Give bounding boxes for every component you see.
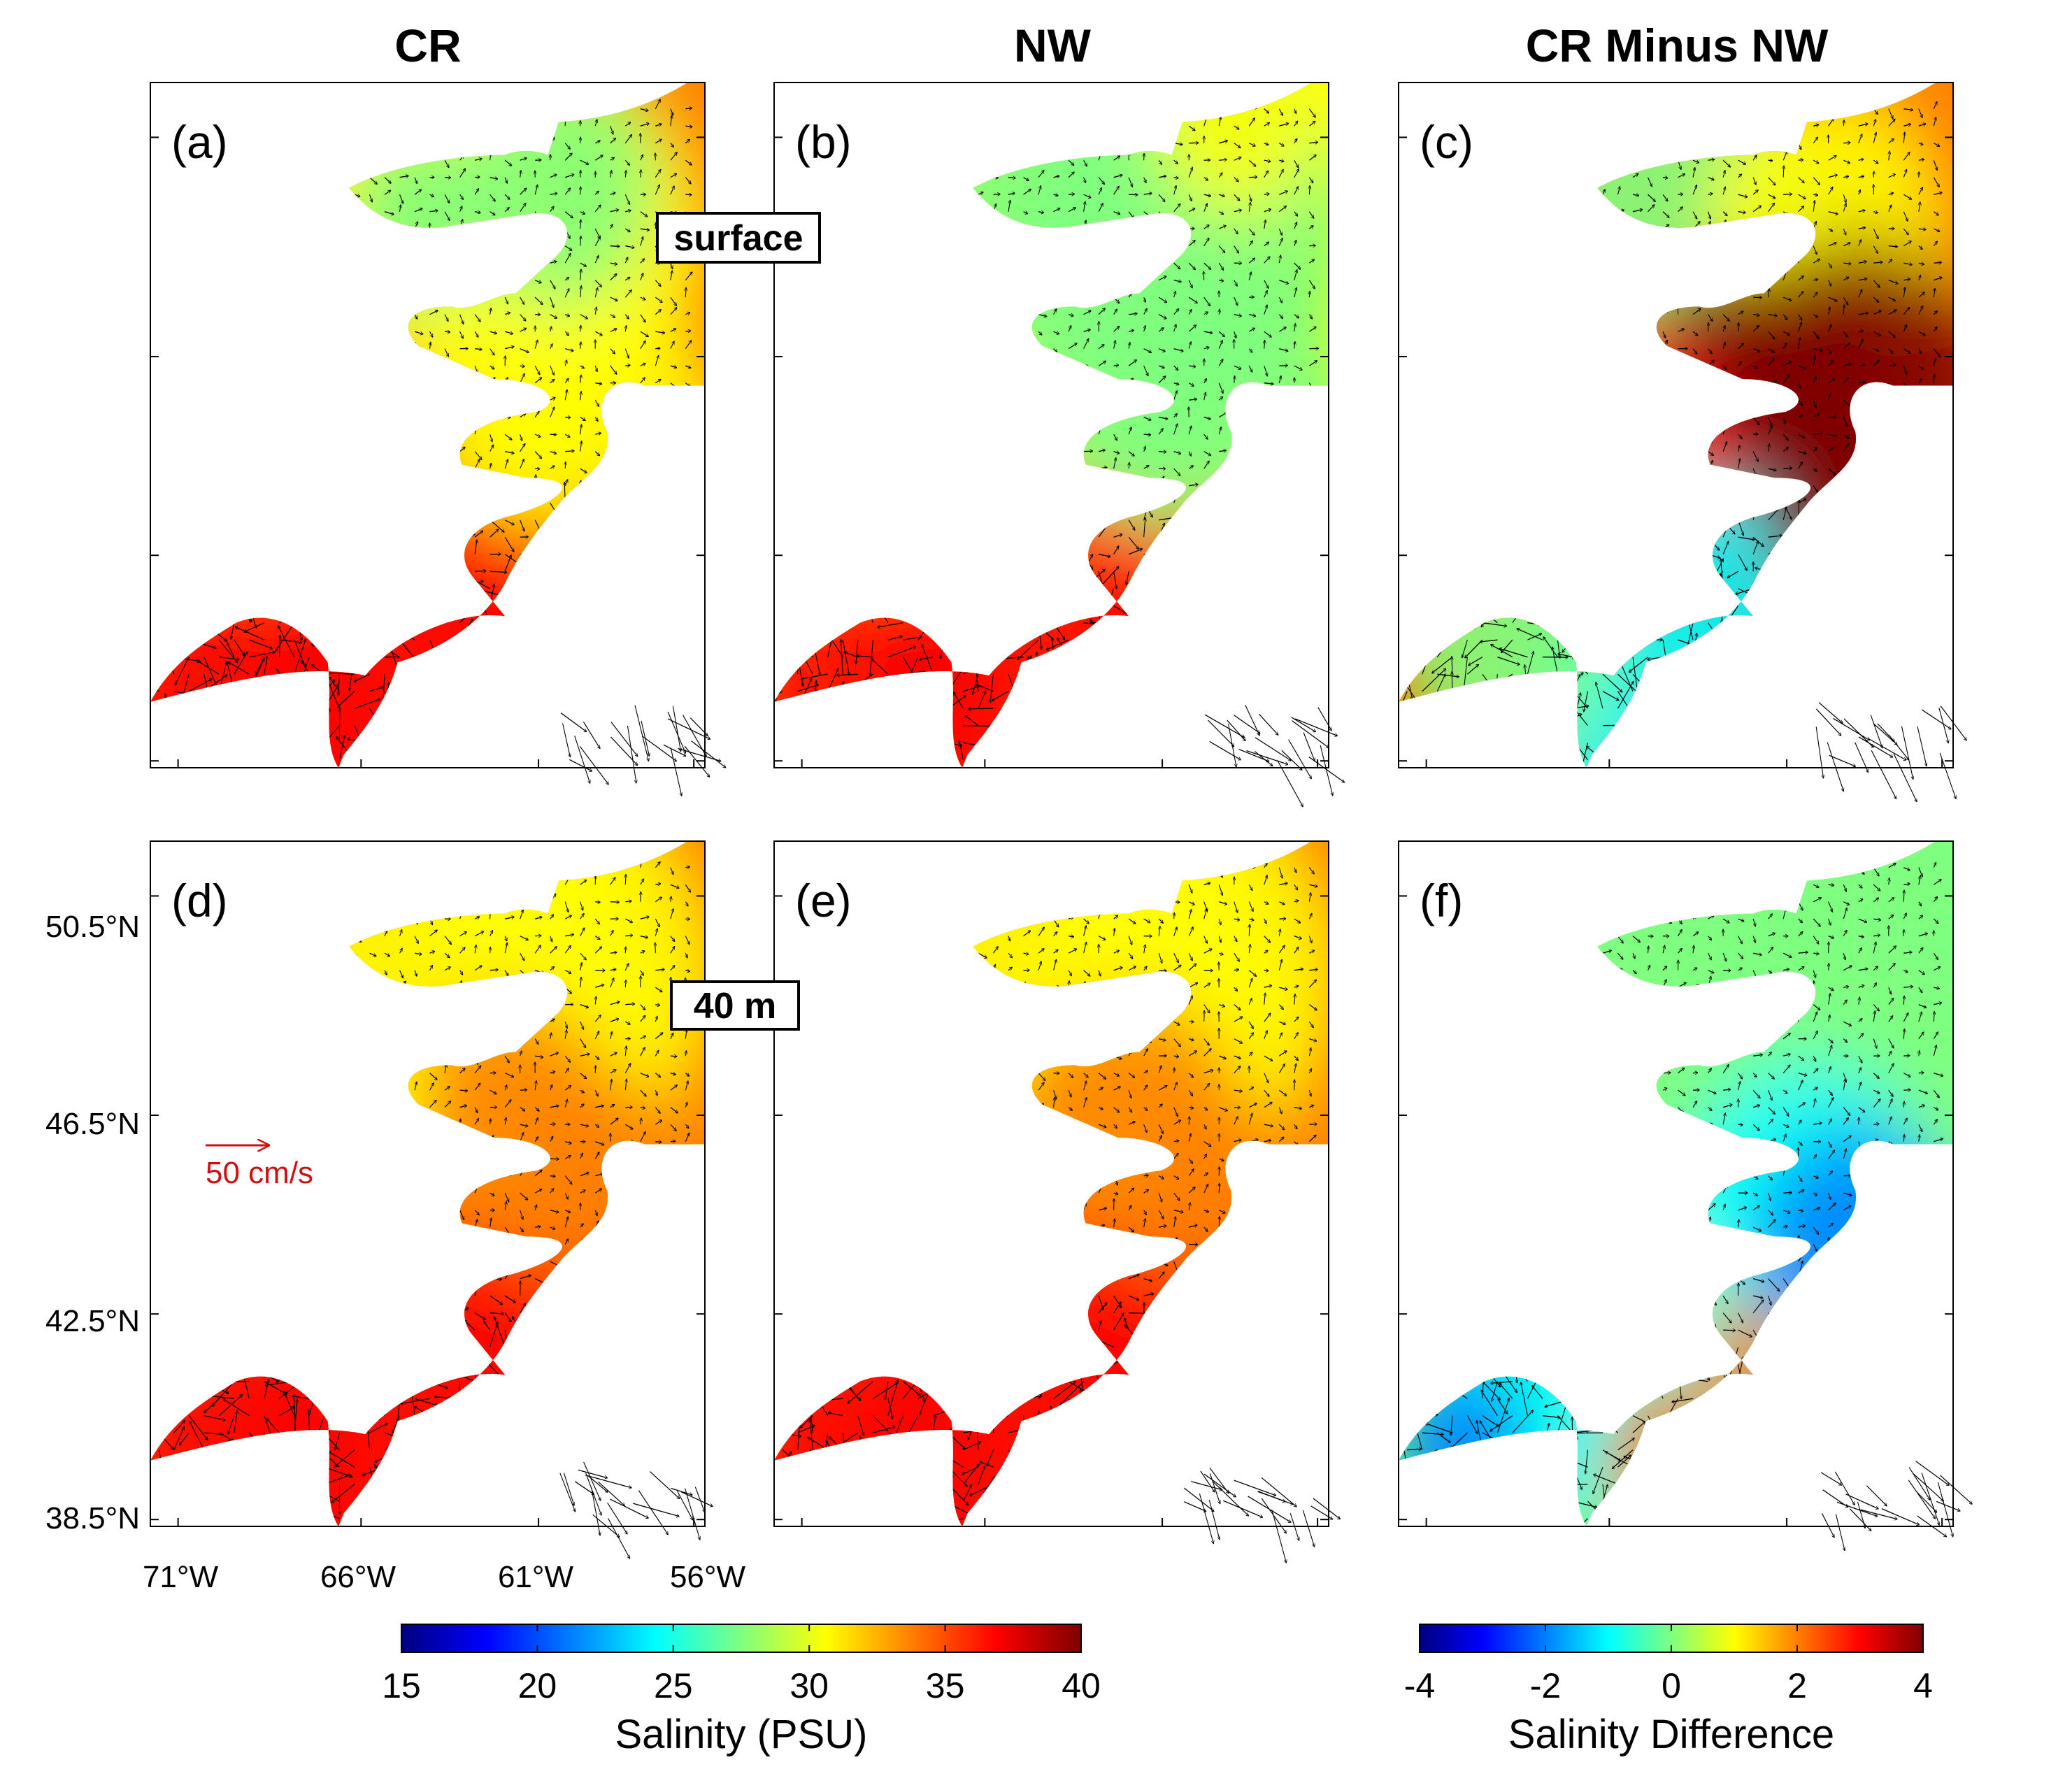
reference-vector-label: 50 cm/s bbox=[206, 1156, 313, 1190]
colorbar-tick-label: 4 bbox=[1913, 1666, 1933, 1705]
lat-tick-label: 46.5°N bbox=[45, 1107, 140, 1141]
map-panel-f: (f) bbox=[1398, 840, 2000, 1605]
panel-label: (b) bbox=[795, 116, 852, 168]
colorbar-tick-label: 25 bbox=[654, 1666, 693, 1705]
depth-40m-tag: 40 m bbox=[670, 980, 800, 1031]
column-title-nw: NW bbox=[1014, 20, 1092, 71]
map-panel-c: (c) bbox=[1398, 82, 2001, 912]
panel-label: (a) bbox=[171, 116, 228, 168]
colorbar-tick-label: 40 bbox=[1062, 1666, 1101, 1705]
colorbar-difference: -4 -2 0 2 4 Salinity Difference bbox=[1404, 1624, 1933, 1757]
colorbar-tick-label: -4 bbox=[1404, 1666, 1435, 1705]
panel-label: (e) bbox=[795, 875, 852, 926]
lon-tick-label: 66°W bbox=[320, 1560, 396, 1594]
colorbar-tick-label: 0 bbox=[1662, 1666, 1681, 1705]
map-panels: (a) (b) (c) (d) (e) (f) bbox=[150, 82, 2001, 1671]
map-panel-d: (d) bbox=[150, 840, 763, 1671]
colorbar-difference-title: Salinity Difference bbox=[1508, 1712, 1834, 1757]
column-title-diff: CR Minus NW bbox=[1526, 20, 1829, 71]
lat-axis: 50.5°N 46.5°N 42.5°N 38.5°N bbox=[45, 910, 140, 1535]
lat-tick-label: 38.5°N bbox=[45, 1501, 140, 1535]
depth-40m-tag-text: 40 m bbox=[694, 986, 777, 1026]
panel-label: (d) bbox=[171, 875, 228, 926]
lon-tick-label: 61°W bbox=[498, 1560, 574, 1594]
map-panel-a: (a) bbox=[150, 82, 752, 913]
column-title-cr: CR bbox=[394, 20, 461, 71]
surface-tag-text: surface bbox=[674, 218, 803, 259]
panel-label: (c) bbox=[1420, 116, 1473, 168]
colorbar-tick-label: 20 bbox=[518, 1666, 557, 1705]
colorbar-tick-label: -2 bbox=[1530, 1666, 1561, 1705]
map-panel-b: (b) bbox=[773, 82, 1376, 912]
panel-label: (f) bbox=[1420, 875, 1463, 926]
lat-tick-label: 50.5°N bbox=[45, 910, 140, 944]
colorbar-tick-label: 30 bbox=[789, 1666, 829, 1705]
colorbar-salinity-title: Salinity (PSU) bbox=[615, 1712, 868, 1757]
lon-axis: 71°W 66°W 61°W 56°W bbox=[143, 1560, 746, 1594]
lat-tick-label: 42.5°N bbox=[45, 1304, 140, 1338]
surface-tag: surface bbox=[656, 212, 821, 264]
colorbar-salinity-ramp bbox=[401, 1624, 1082, 1653]
colorbar-salinity: 15 20 25 30 35 40 Salinity (PSU) bbox=[382, 1624, 1101, 1757]
reference-vector: 50 cm/s bbox=[206, 1145, 313, 1190]
colorbar-tick-label: 2 bbox=[1787, 1666, 1807, 1705]
lon-tick-label: 56°W bbox=[670, 1560, 746, 1594]
colorbar-tick-label: 35 bbox=[926, 1666, 965, 1705]
lon-tick-label: 71°W bbox=[143, 1560, 219, 1594]
colorbar-tick-label: 15 bbox=[382, 1666, 421, 1705]
map-panel-e: (e) bbox=[773, 840, 1387, 1671]
